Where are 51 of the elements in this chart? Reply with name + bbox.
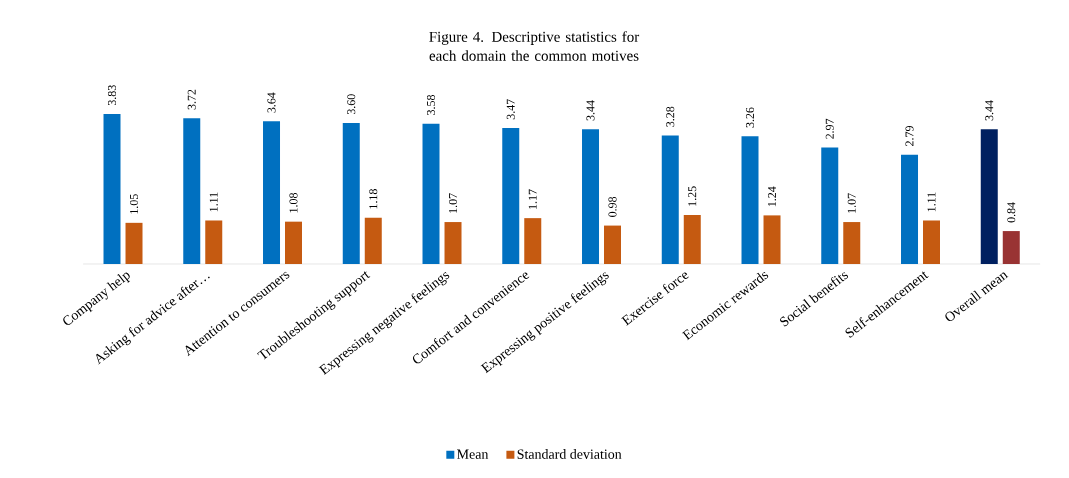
data-label: 2.97 — [825, 118, 834, 139]
bar — [741, 136, 759, 264]
bar — [103, 113, 121, 264]
data-label: 1.24 — [767, 186, 777, 207]
bar — [923, 220, 941, 264]
data-label: 1.11 — [209, 192, 218, 212]
data-label: 3.26 — [745, 107, 755, 128]
data-label: 0.84 — [1007, 202, 1016, 223]
bar — [582, 129, 600, 264]
data-label: 3.28 — [666, 106, 675, 127]
data-label: 1.17 — [528, 189, 537, 209]
legend-label: Mean — [457, 449, 489, 459]
bar — [502, 127, 520, 264]
data-label: 3.47 — [506, 99, 515, 120]
data-label: 3.64 — [267, 92, 276, 113]
bar — [205, 220, 223, 264]
bar — [901, 154, 919, 264]
bar — [342, 122, 360, 264]
bar — [183, 118, 201, 264]
bar — [683, 215, 701, 264]
bar — [1002, 231, 1020, 264]
chart-title: Figure 4. Descriptive statistics for each domain the common motives — [429, 31, 640, 61]
bar — [661, 135, 679, 264]
bar — [524, 218, 542, 264]
bar — [364, 217, 382, 264]
data-label: 1.08 — [289, 193, 298, 213]
bar — [821, 147, 839, 264]
data-label: 2.79 — [905, 126, 914, 146]
data-label: 3.44 — [985, 100, 994, 121]
data-label: 1.07 — [847, 193, 856, 213]
data-label: 1.05 — [129, 194, 139, 214]
data-label: 1.25 — [688, 186, 697, 206]
bar — [763, 215, 781, 264]
data-label: 3.60 — [347, 94, 356, 115]
data-label: 0.98 — [608, 196, 617, 217]
data-label: 3.83 — [107, 85, 117, 106]
bar — [604, 225, 622, 264]
data-label: 3.44 — [586, 100, 595, 121]
data-label: 1.07 — [448, 193, 458, 213]
bar — [125, 222, 143, 264]
bar — [422, 123, 440, 264]
data-label: 3.72 — [187, 89, 196, 110]
data-label: 3.58 — [426, 95, 436, 115]
data-label: 1.11 — [927, 192, 936, 212]
bar — [263, 121, 281, 264]
data-label: 1.18 — [369, 189, 378, 209]
bar — [843, 222, 861, 264]
legend-label: Standard deviation — [517, 449, 622, 459]
bar — [980, 129, 998, 264]
bar — [285, 221, 303, 264]
bar — [444, 222, 462, 264]
